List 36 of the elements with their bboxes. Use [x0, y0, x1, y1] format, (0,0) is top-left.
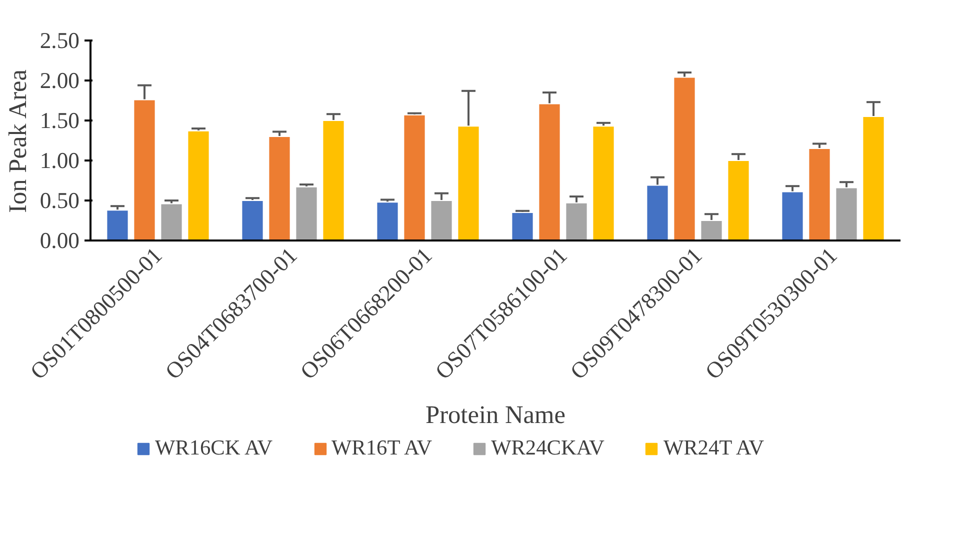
legend-label: WR16CK AV: [155, 436, 273, 460]
bar: [430, 200, 453, 240]
legend-label: WR24T AV: [663, 436, 764, 460]
bar: [673, 76, 696, 240]
bar: [646, 184, 669, 240]
y-tick-label: 0.50: [40, 188, 80, 213]
y-tick-label: 1.50: [40, 108, 80, 133]
bar: [187, 130, 210, 240]
bar: [268, 136, 291, 240]
y-tick-label: 1.00: [40, 148, 80, 173]
bar: [808, 148, 831, 240]
bar: [241, 200, 264, 240]
y-axis-title: Ion Peak Area: [4, 69, 32, 213]
x-axis-title: Protein Name: [426, 400, 566, 429]
bar: [403, 114, 426, 240]
bar: [727, 160, 750, 240]
bar: [511, 212, 534, 240]
bar: [835, 187, 858, 240]
y-tick-label: 2.00: [40, 68, 80, 93]
legend-label: WR16T AV: [332, 436, 432, 460]
bar: [106, 210, 129, 240]
bar: [700, 220, 723, 240]
bar: [565, 202, 588, 240]
bar: [457, 126, 480, 240]
bar: [322, 120, 345, 240]
bar: [160, 203, 183, 240]
bar: [133, 99, 156, 240]
bar: [538, 103, 561, 240]
bar: [295, 186, 318, 240]
y-tick-label: 0.00: [40, 228, 80, 253]
bar: [592, 126, 615, 240]
bar: [862, 116, 885, 240]
bar: [376, 202, 399, 240]
legend-label: WR24CKAV: [491, 436, 604, 460]
y-tick-label: 2.50: [40, 28, 80, 53]
bar: [781, 191, 804, 240]
